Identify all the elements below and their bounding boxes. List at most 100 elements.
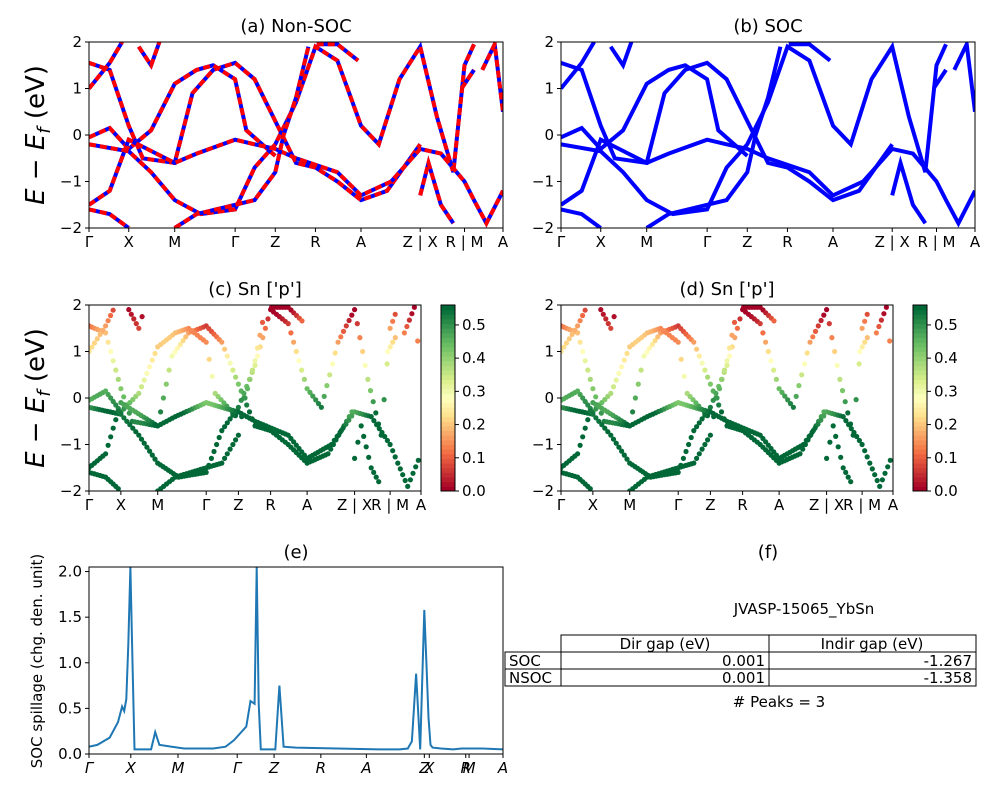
band-point — [885, 464, 891, 470]
band-point — [352, 307, 358, 313]
band-point — [582, 425, 588, 431]
band-point — [387, 344, 393, 350]
band-point — [773, 376, 780, 382]
band-point — [227, 446, 233, 452]
band-point — [621, 357, 627, 363]
band-line-blue-6 — [173, 46, 311, 228]
band-point — [779, 389, 785, 395]
band-point — [602, 425, 608, 431]
band-point — [340, 425, 346, 431]
band-point — [133, 321, 139, 327]
band-point — [384, 361, 390, 367]
band-point — [765, 348, 771, 355]
band-point — [374, 422, 380, 428]
band-point — [632, 395, 639, 401]
colorbar-segment — [913, 421, 927, 427]
band-point — [370, 399, 376, 405]
band-point — [149, 452, 155, 458]
band-point — [848, 426, 854, 432]
colorbar-segment — [441, 342, 455, 348]
colorbar-segment — [913, 318, 927, 325]
band-point — [862, 318, 868, 324]
band-point — [301, 376, 307, 382]
band-point — [737, 316, 743, 322]
band-point — [257, 332, 263, 338]
band-point — [838, 454, 844, 460]
spillage-line — [88, 566, 504, 751]
band-point — [371, 469, 377, 475]
ylabel-row1: E − Ef (eV) — [21, 65, 55, 205]
band-point — [141, 440, 147, 446]
band-point — [139, 314, 145, 320]
band-point — [230, 412, 236, 418]
colorbar-tick-label: 0.4 — [934, 349, 958, 367]
band-point — [216, 434, 222, 441]
xtick-label: Γ — [557, 496, 566, 514]
band-point — [313, 397, 319, 403]
band-point — [832, 348, 838, 355]
band-point — [864, 454, 870, 460]
band-line-red-3 — [89, 42, 476, 217]
band-point — [89, 348, 92, 355]
band-point — [89, 344, 95, 350]
xtick-label: R | M — [446, 233, 484, 251]
xtick-label: A — [356, 233, 367, 251]
band-point — [293, 348, 299, 355]
colorbar-segment — [441, 486, 455, 492]
colorbar-segment — [913, 346, 927, 352]
colorbar-segment — [441, 416, 455, 422]
xtick-label: A — [828, 233, 839, 251]
band-point — [246, 409, 253, 415]
band-point — [843, 418, 849, 424]
band-point — [809, 429, 815, 435]
colorbar-segment — [441, 346, 455, 352]
band-point — [619, 448, 625, 454]
panel-e-plot — [88, 566, 504, 751]
band-point — [299, 318, 305, 324]
band-point — [675, 339, 681, 345]
xtick-label: A — [497, 759, 508, 777]
band-point — [596, 418, 602, 424]
colorbar-segment — [913, 393, 927, 399]
band-line-red-10 — [137, 42, 162, 70]
colorbar-segment — [913, 472, 927, 478]
band-line-blue-9 — [480, 42, 503, 113]
colorbar-segment — [913, 463, 927, 469]
xtick-label: Γ — [233, 759, 243, 777]
panel-a-title: (a) Non-SOC — [240, 16, 351, 37]
colorbar-segment — [913, 365, 927, 371]
band-point — [338, 334, 344, 340]
xtick-label: Γ — [703, 233, 712, 251]
xtick-label: Z — [233, 496, 243, 514]
xtick-label: A — [970, 233, 981, 251]
panel-f: (f) JVASP-15065_YbSn Dir gap (eV) Indir … — [504, 542, 977, 711]
band-point — [655, 334, 661, 340]
panel-c-yticks: −2 −1 0 1 2 — [60, 296, 89, 500]
band-point — [413, 464, 419, 470]
band-line-red-2 — [89, 63, 277, 158]
colorbar-segment — [913, 398, 927, 404]
ytick-label: −1 — [532, 173, 554, 191]
band-point — [130, 425, 136, 431]
band-point — [705, 437, 711, 443]
colorbar-segment — [913, 370, 927, 376]
colorbar-segment — [441, 374, 455, 380]
band-point — [404, 323, 410, 330]
band-point — [696, 420, 702, 426]
colorbar-tick-label: 0.5 — [934, 316, 958, 334]
colorbar-segment — [441, 360, 455, 366]
colorbar-segment — [441, 481, 455, 487]
band-point — [144, 444, 150, 450]
band-point — [699, 360, 705, 366]
band-point — [707, 381, 714, 387]
band-point — [859, 344, 865, 350]
band-point — [224, 451, 230, 457]
panel-c-plot — [89, 305, 421, 491]
colorbar-segment — [913, 430, 927, 436]
xtick-label: M — [172, 759, 185, 777]
band-point — [233, 437, 239, 443]
band-point — [707, 432, 714, 438]
band-point — [724, 362, 730, 368]
band-point — [711, 414, 717, 420]
